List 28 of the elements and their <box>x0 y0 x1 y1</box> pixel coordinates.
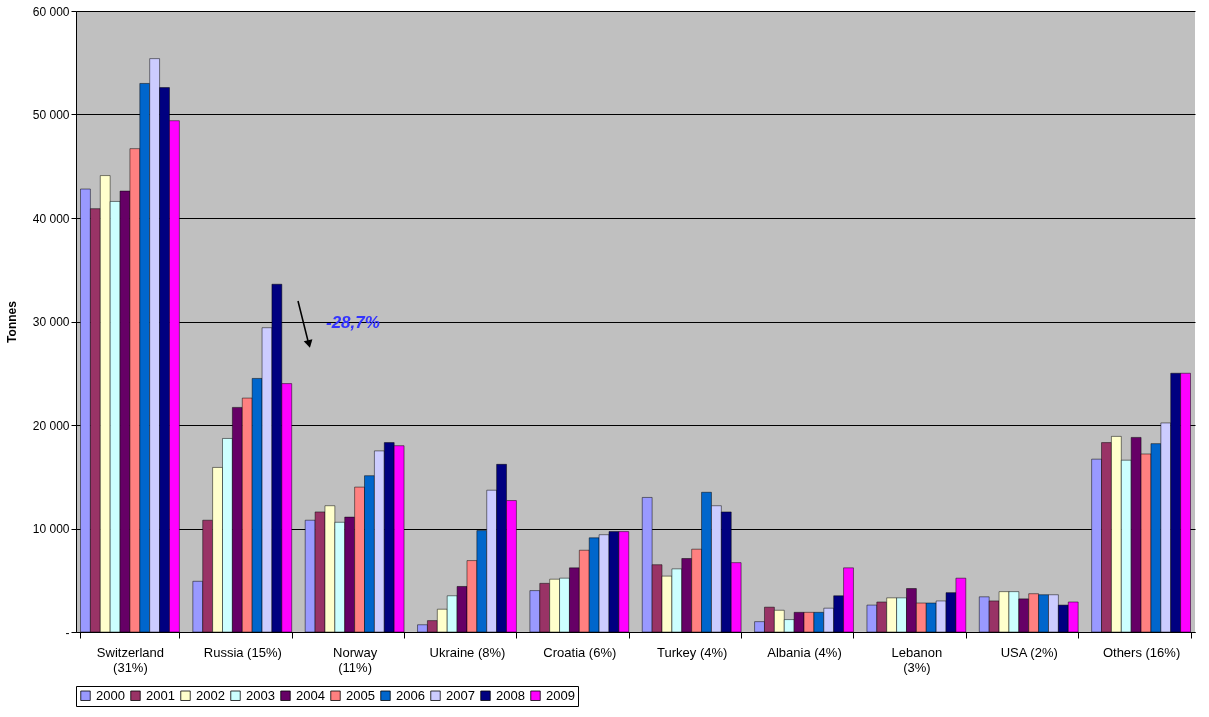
x-tick-label: Russia (15%) <box>203 644 282 660</box>
legend-label: 2009 <box>546 687 575 703</box>
x-tick-label: Albania (4%) <box>767 644 842 660</box>
legend-label: 2002 <box>196 687 225 703</box>
legend-label: 2003 <box>246 687 275 703</box>
y-tick-label: - <box>65 625 70 640</box>
legend-label: 2004 <box>296 687 325 703</box>
x-tick-label: Switzerland (31%) <box>96 644 165 675</box>
legend-label: 2005 <box>346 687 375 703</box>
legend-label: 2001 <box>146 687 175 703</box>
y-axis-title: Tonnes <box>4 300 19 343</box>
x-tick-label: Croatia (6%) <box>543 644 617 660</box>
y-tick-label: 40 000 <box>32 211 70 226</box>
legend-label: 2006 <box>396 687 425 703</box>
legend-label: 2007 <box>446 687 475 703</box>
x-tick-label: Norway (11%) <box>333 644 378 675</box>
x-tick-label: Turkey (4%) <box>657 644 728 660</box>
legend-label: 2008 <box>496 687 525 703</box>
x-tick-label: USA (2%) <box>1000 644 1058 660</box>
y-tick-label: 20 000 <box>32 418 70 433</box>
x-tick-label: Lebanon (3%) <box>891 644 943 675</box>
y-tick-label: 50 000 <box>32 108 70 122</box>
x-tick-label: Others (16%) <box>1102 644 1181 660</box>
y-tick-label: 10 000 <box>32 522 70 536</box>
x-tick-label: Ukraine (8%) <box>429 644 506 660</box>
y-tick-label: 30 000 <box>32 315 70 329</box>
y-tick-label: 60 000 <box>32 4 70 19</box>
legend-label: 2000 <box>96 687 125 703</box>
